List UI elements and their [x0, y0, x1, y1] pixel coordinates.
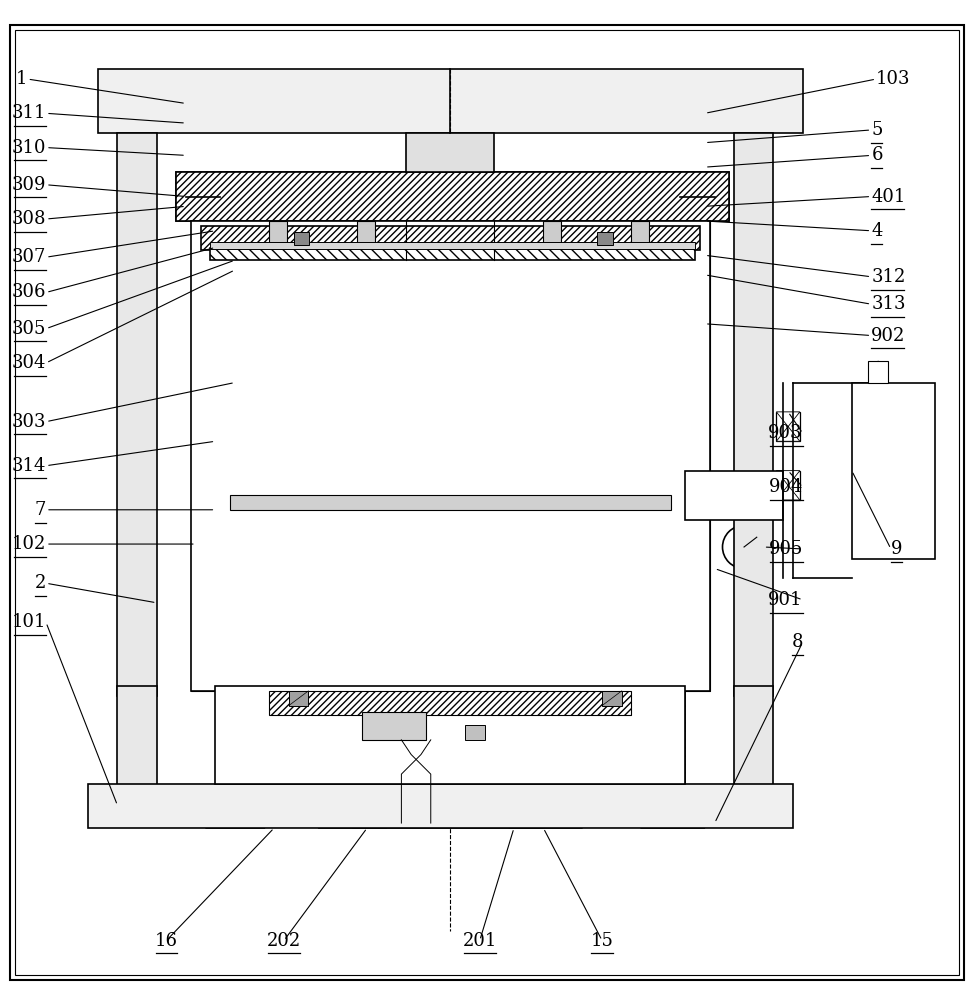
Text: 201: 201 [462, 932, 497, 950]
Polygon shape [867, 361, 887, 381]
Text: 313: 313 [870, 295, 905, 313]
Bar [191, 221, 709, 691]
Text: 5: 5 [870, 121, 882, 139]
Bar [269, 691, 631, 715]
Polygon shape [645, 172, 680, 221]
Text: 7: 7 [34, 501, 46, 519]
Bar [235, 331, 665, 358]
Bar [543, 221, 560, 250]
Polygon shape [372, 260, 528, 319]
Bar [210, 248, 694, 260]
Text: 903: 903 [768, 424, 802, 442]
Bar [88, 784, 792, 828]
Bar [734, 686, 773, 823]
Text: 310: 310 [12, 139, 46, 157]
Text: 101: 101 [12, 613, 46, 631]
Polygon shape [220, 172, 254, 221]
Text: 9: 9 [890, 540, 902, 558]
Polygon shape [776, 412, 799, 441]
Text: 202: 202 [267, 932, 300, 950]
Text: 4: 4 [870, 222, 882, 240]
Text: 314: 314 [12, 457, 46, 475]
Bar [230, 495, 670, 510]
Bar [215, 686, 240, 784]
Bar [289, 691, 308, 706]
Text: 308: 308 [12, 210, 46, 228]
Bar [357, 221, 375, 250]
Text: 401: 401 [870, 188, 905, 206]
Bar [235, 385, 665, 413]
Bar [200, 226, 699, 250]
Polygon shape [641, 784, 704, 828]
Text: 102: 102 [12, 535, 46, 553]
Text: 2: 2 [34, 574, 46, 592]
Bar [851, 383, 934, 559]
Bar [734, 133, 773, 696]
Text: 901: 901 [768, 591, 802, 609]
Text: 8: 8 [790, 633, 802, 651]
Bar [235, 358, 665, 385]
Polygon shape [509, 740, 543, 828]
Bar [210, 242, 694, 249]
Bar [631, 221, 648, 250]
Polygon shape [776, 471, 799, 500]
Bar [269, 221, 287, 250]
Bar [293, 232, 309, 245]
Text: 309: 309 [12, 176, 46, 194]
Polygon shape [205, 784, 264, 828]
Bar [235, 303, 665, 331]
Bar [660, 686, 685, 784]
Text: 312: 312 [870, 268, 905, 286]
Text: 902: 902 [870, 327, 905, 345]
Text: 307: 307 [12, 248, 46, 266]
Bar [215, 686, 685, 784]
Text: 304: 304 [12, 354, 46, 372]
Text: 303: 303 [12, 413, 46, 431]
Bar [235, 248, 665, 276]
Bar [98, 69, 802, 133]
Circle shape [722, 525, 765, 569]
Bar [235, 413, 665, 440]
Bar [597, 232, 612, 245]
Text: 311: 311 [12, 104, 46, 122]
Bar [465, 725, 484, 740]
Text: 305: 305 [12, 320, 46, 338]
Text: 1: 1 [16, 70, 27, 88]
Bar [235, 468, 665, 495]
Polygon shape [318, 784, 582, 828]
Bar [117, 133, 156, 696]
Bar [235, 276, 665, 303]
Text: 15: 15 [590, 932, 613, 950]
Bar [176, 172, 729, 221]
Bar [670, 221, 709, 691]
Bar [601, 691, 621, 706]
Text: 905: 905 [768, 540, 802, 558]
Bar [117, 686, 156, 823]
Bar [685, 471, 782, 520]
Polygon shape [776, 412, 799, 441]
Text: 16: 16 [155, 932, 178, 950]
Polygon shape [352, 740, 391, 828]
Bar [406, 133, 494, 172]
Text: 6: 6 [870, 146, 882, 164]
Text: 306: 306 [12, 283, 46, 301]
Bar [176, 172, 729, 221]
Text: 904: 904 [768, 478, 802, 496]
Bar [362, 712, 425, 740]
Bar [235, 440, 665, 468]
Bar [867, 361, 887, 383]
Text: 103: 103 [875, 70, 910, 88]
Bar [191, 221, 230, 691]
Polygon shape [776, 471, 799, 500]
